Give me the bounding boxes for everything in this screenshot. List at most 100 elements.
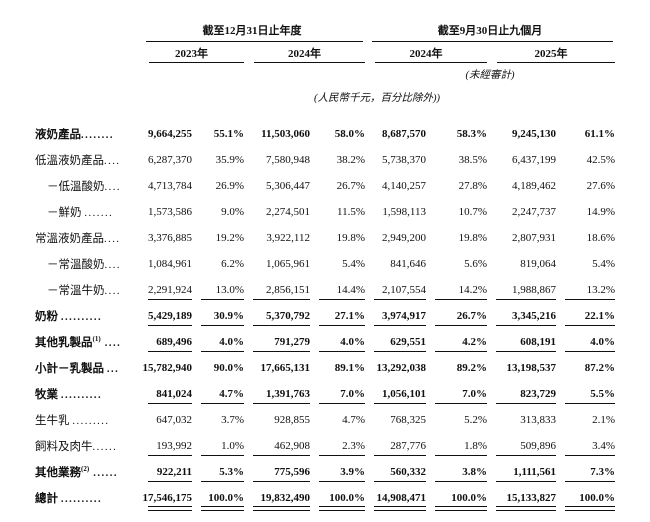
amount-cell: 3,974,917 <box>365 303 426 329</box>
amount-cell: 1,391,763 <box>244 381 310 407</box>
percent-cell: 5.4% <box>592 258 615 270</box>
dot-leader: .... <box>100 338 122 349</box>
percent-cell: 100.0% <box>310 485 365 511</box>
percent-cell: 14.9% <box>586 206 615 218</box>
row-label: 其他業務(2) ...... <box>35 459 139 485</box>
unaudited-note: (未經審計) <box>465 69 515 81</box>
percent-cell: 10.7% <box>458 206 487 218</box>
dot-leader: ...... <box>89 468 119 479</box>
percent-cell: 4.0% <box>192 329 244 355</box>
amount-cell: 3,345,216 <box>487 303 556 329</box>
amount-cell: 13,198,537 <box>506 362 557 374</box>
amount-cell: 4,140,257 <box>382 180 426 192</box>
column-group-fiscal-years: 截至12月31日止年度 <box>139 16 365 42</box>
percent-cell: 5.3% <box>192 459 244 485</box>
row-label-text: －低溫酸奶 <box>47 181 105 193</box>
unaudited-note-row: (未經審計) <box>35 63 615 85</box>
percent-cell: 55.1% <box>213 128 244 140</box>
units-note-row: (人民幣千元，百分比除外)) <box>35 85 615 109</box>
percent-cell: 89.2% <box>456 362 487 374</box>
row-label-text: 生牛乳 <box>35 415 73 427</box>
row-label-text: 其他乳製品 <box>35 337 93 349</box>
amount-cell: 2,107,554 <box>365 277 426 303</box>
percent-cell: 27.1% <box>310 303 365 329</box>
percent-cell: 27.8% <box>458 180 487 192</box>
percent-cell: 6.2% <box>221 258 244 270</box>
dot-leader: .... <box>104 156 121 167</box>
percent-cell: 7.0% <box>310 381 365 407</box>
percent-cell: 19.8% <box>458 232 487 244</box>
row-label-footnote-ref: (2) <box>81 465 90 474</box>
amount-cell: 13,292,038 <box>376 362 427 374</box>
header-spacer <box>35 42 139 63</box>
amount-cell: 775,596 <box>244 459 310 485</box>
header-year-row: 2023年 2024年 2024年 2025年 <box>35 42 615 63</box>
column-year-2025-9m: 2025年 <box>487 42 615 63</box>
table-row: 飼料及肉牛...... 193,992 1.0% 462,908 2.3% 287,776… <box>35 433 615 459</box>
amount-cell: 3,376,885 <box>148 232 192 244</box>
table-row: －常溫牛奶.... 2,291,924 13.0% 2,856,151 14.4% 2,1… <box>35 277 615 303</box>
table-row: －低溫酸奶.... 4,713,784 26.9% 5,306,447 26.7% 4,1… <box>35 173 615 199</box>
amount-cell: 15,133,827 <box>487 485 556 511</box>
percent-cell: 1.0% <box>192 433 244 459</box>
percent-cell: 2.3% <box>310 433 365 459</box>
amount-cell: 823,729 <box>487 381 556 407</box>
dot-leader: .......... <box>60 494 103 505</box>
amount-cell: 2,291,924 <box>139 277 192 303</box>
table-row: 奶粉 .......... 5,429,189 30.9% 5,370,792 27.1… <box>35 303 615 329</box>
amount-cell: 922,211 <box>139 459 192 485</box>
percent-cell: 30.9% <box>192 303 244 329</box>
amount-cell: 560,332 <box>365 459 426 485</box>
amount-cell: 2,807,931 <box>512 232 556 244</box>
percent-cell: 2.1% <box>592 414 615 426</box>
row-label-text: 其他業務 <box>35 467 81 479</box>
percent-cell: 4.7% <box>192 381 244 407</box>
dot-leader: .... <box>104 286 121 297</box>
table-row: －常溫酸奶.... 1,084,961 6.2% 1,065,961 5.4% 841,6… <box>35 251 615 277</box>
dot-leader: ...... <box>92 442 118 453</box>
column-group-nine-months: 截至9月30日止九個月 <box>365 16 615 42</box>
row-label-footnote-ref: (1) <box>92 335 101 344</box>
amount-cell: 3,922,112 <box>266 232 310 244</box>
amount-cell: 1,598,113 <box>382 206 426 218</box>
percent-cell: 3.8% <box>426 459 487 485</box>
percent-cell: 38.2% <box>336 154 365 166</box>
amount-cell: 841,024 <box>139 381 192 407</box>
row-label: 奶粉 .......... <box>35 303 139 329</box>
header-spacer <box>35 63 365 85</box>
row-label: 總計 .......... <box>35 485 139 511</box>
row-label-text: 總計 <box>35 493 61 505</box>
dot-leader: .... <box>104 234 121 245</box>
amount-cell: 2,949,200 <box>382 232 426 244</box>
row-label: 其他乳製品(1) .... <box>35 329 139 355</box>
amount-cell: 6,287,370 <box>148 154 192 166</box>
percent-cell: 4.0% <box>310 329 365 355</box>
percent-cell: 100.0% <box>556 485 615 511</box>
amount-cell: 1,065,961 <box>266 258 310 270</box>
amount-cell: 14,908,471 <box>365 485 426 511</box>
percent-cell: 5.5% <box>556 381 615 407</box>
row-label-text: 低溫液奶產品 <box>35 155 104 167</box>
table-row: 總計 .......... 17,546,175 100.0% 19,832,490 1… <box>35 485 615 511</box>
amount-cell: 8,687,570 <box>382 128 426 140</box>
table-row: 生牛乳 ......... 647,032 3.7% 928,855 4.7% 768,3… <box>35 407 615 433</box>
amount-cell: 928,855 <box>274 414 310 426</box>
row-label-text: 奶粉 <box>35 311 61 323</box>
table-row: 其他乳製品(1) .... 689,496 4.0% 791,279 4.0% 629,5… <box>35 329 615 355</box>
header-body-gap <box>35 109 615 121</box>
amount-cell: 17,546,175 <box>139 485 192 511</box>
amount-cell: 689,496 <box>139 329 192 355</box>
amount-cell: 4,713,784 <box>148 180 192 192</box>
row-label-text: 牧業 <box>35 389 61 401</box>
percent-cell: 14.4% <box>310 277 365 303</box>
amount-cell: 313,833 <box>520 414 556 426</box>
row-label: －低溫酸奶.... <box>35 173 139 199</box>
row-label: 牧業 .......... <box>35 381 139 407</box>
table-row: 常溫液奶產品.... 3,376,885 19.2% 3,922,112 19.8% 2,… <box>35 225 615 251</box>
amount-cell: 5,738,370 <box>382 154 426 166</box>
percent-cell: 3.4% <box>556 433 615 459</box>
percent-cell: 42.5% <box>586 154 615 166</box>
percent-cell: 89.1% <box>334 362 365 374</box>
row-label: －常溫酸奶.... <box>35 251 139 277</box>
